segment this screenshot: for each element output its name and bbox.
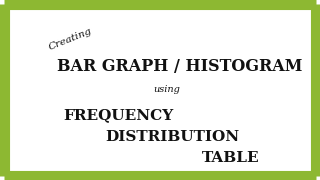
- Text: using: using: [153, 86, 180, 94]
- Text: Creating: Creating: [47, 27, 93, 52]
- Text: BAR GRAPH / HISTOGRAM: BAR GRAPH / HISTOGRAM: [57, 58, 302, 75]
- Text: FREQUENCY: FREQUENCY: [63, 108, 173, 122]
- Text: DISTRIBUTION: DISTRIBUTION: [106, 130, 240, 144]
- Text: TABLE: TABLE: [202, 151, 259, 165]
